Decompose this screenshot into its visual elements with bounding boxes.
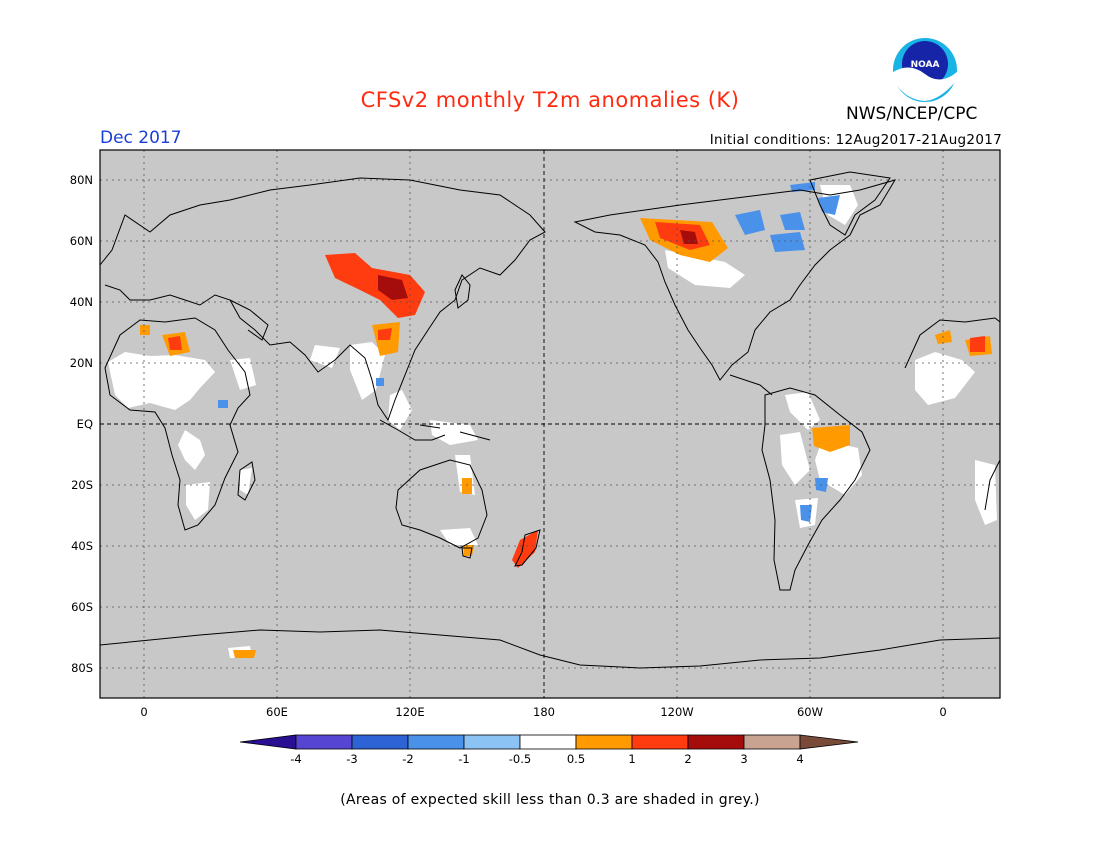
colorbar-tick-label: -1 — [458, 752, 469, 766]
colorbar-tick-label: -2 — [402, 752, 413, 766]
colorbar-high-arrow — [799, 734, 859, 750]
lat-label: 60N — [70, 234, 93, 248]
coastlines — [99, 171, 1001, 669]
colorbar-bin — [407, 734, 465, 750]
colorbar-bin — [519, 734, 577, 750]
anomaly-darkred — [378, 230, 698, 300]
lon-label: 120E — [395, 705, 424, 719]
lat-axis: 80N 60N 40N 20N EQ 20S 40S 60S 80S — [70, 173, 93, 675]
colorbar-tick-label: 3 — [740, 752, 747, 766]
colorbar-bin — [631, 734, 689, 750]
org-label: NWS/NCEP/CPC — [846, 104, 978, 124]
lon-label: 60E — [266, 705, 288, 719]
lat-label: 40N — [70, 295, 93, 309]
map-frame — [99, 149, 1001, 699]
colorbar-bin — [743, 734, 801, 750]
initial-conditions: Initial conditions: 12Aug2017-21Aug2017 — [709, 132, 1002, 148]
graticule — [100, 150, 1000, 698]
lat-label: 20S — [71, 478, 93, 492]
colorbar-low-arrow — [239, 734, 297, 750]
colorbar-tick-label: -0.5 — [509, 752, 531, 766]
lat-label: 20N — [70, 356, 93, 370]
logo-text: NOAA — [911, 60, 940, 70]
anomaly-blue — [218, 182, 840, 522]
colorbar-bin — [351, 734, 409, 750]
colorbar-bin — [463, 734, 521, 750]
map-title: CFSv2 monthly T2m anomalies (K) — [360, 88, 740, 112]
skill-footnote: (Areas of expected skill less than 0.3 a… — [340, 792, 760, 808]
lon-label: 120W — [660, 705, 693, 719]
lat-label: 60S — [71, 600, 93, 614]
lat-label: 80N — [70, 173, 93, 187]
colorbar: -4 -3 -2 -1 -0.5 0.5 1 2 3 4 — [239, 734, 859, 766]
lat-label: 40S — [71, 539, 93, 553]
colorbar-tick-label: -3 — [346, 752, 357, 766]
forecast-month: Dec 2017 — [100, 128, 182, 148]
lon-label: 0 — [939, 705, 946, 719]
lon-axis: 0 60E 120E 180 120W 60W 0 — [140, 705, 946, 719]
lat-label: EQ — [77, 417, 93, 431]
colorbar-tick-label: 1 — [628, 752, 635, 766]
colorbar-bin — [575, 734, 633, 750]
noaa-logo: NOAA — [893, 38, 957, 102]
colorbar-tick-label: 2 — [684, 752, 691, 766]
colorbar-bin — [295, 734, 353, 750]
lat-label: 80S — [71, 661, 93, 675]
lon-label: 0 — [140, 705, 147, 719]
colorbar-tick-label: 0.5 — [567, 752, 585, 766]
colorbar-tick-label: 4 — [796, 752, 803, 766]
colorbar-bin — [687, 734, 745, 750]
colorbar-tick-label: -4 — [290, 752, 301, 766]
lon-label: 180 — [533, 705, 555, 719]
equator-dateline — [100, 150, 1000, 698]
map-panel — [99, 149, 1001, 699]
lon-label: 60W — [797, 705, 823, 719]
